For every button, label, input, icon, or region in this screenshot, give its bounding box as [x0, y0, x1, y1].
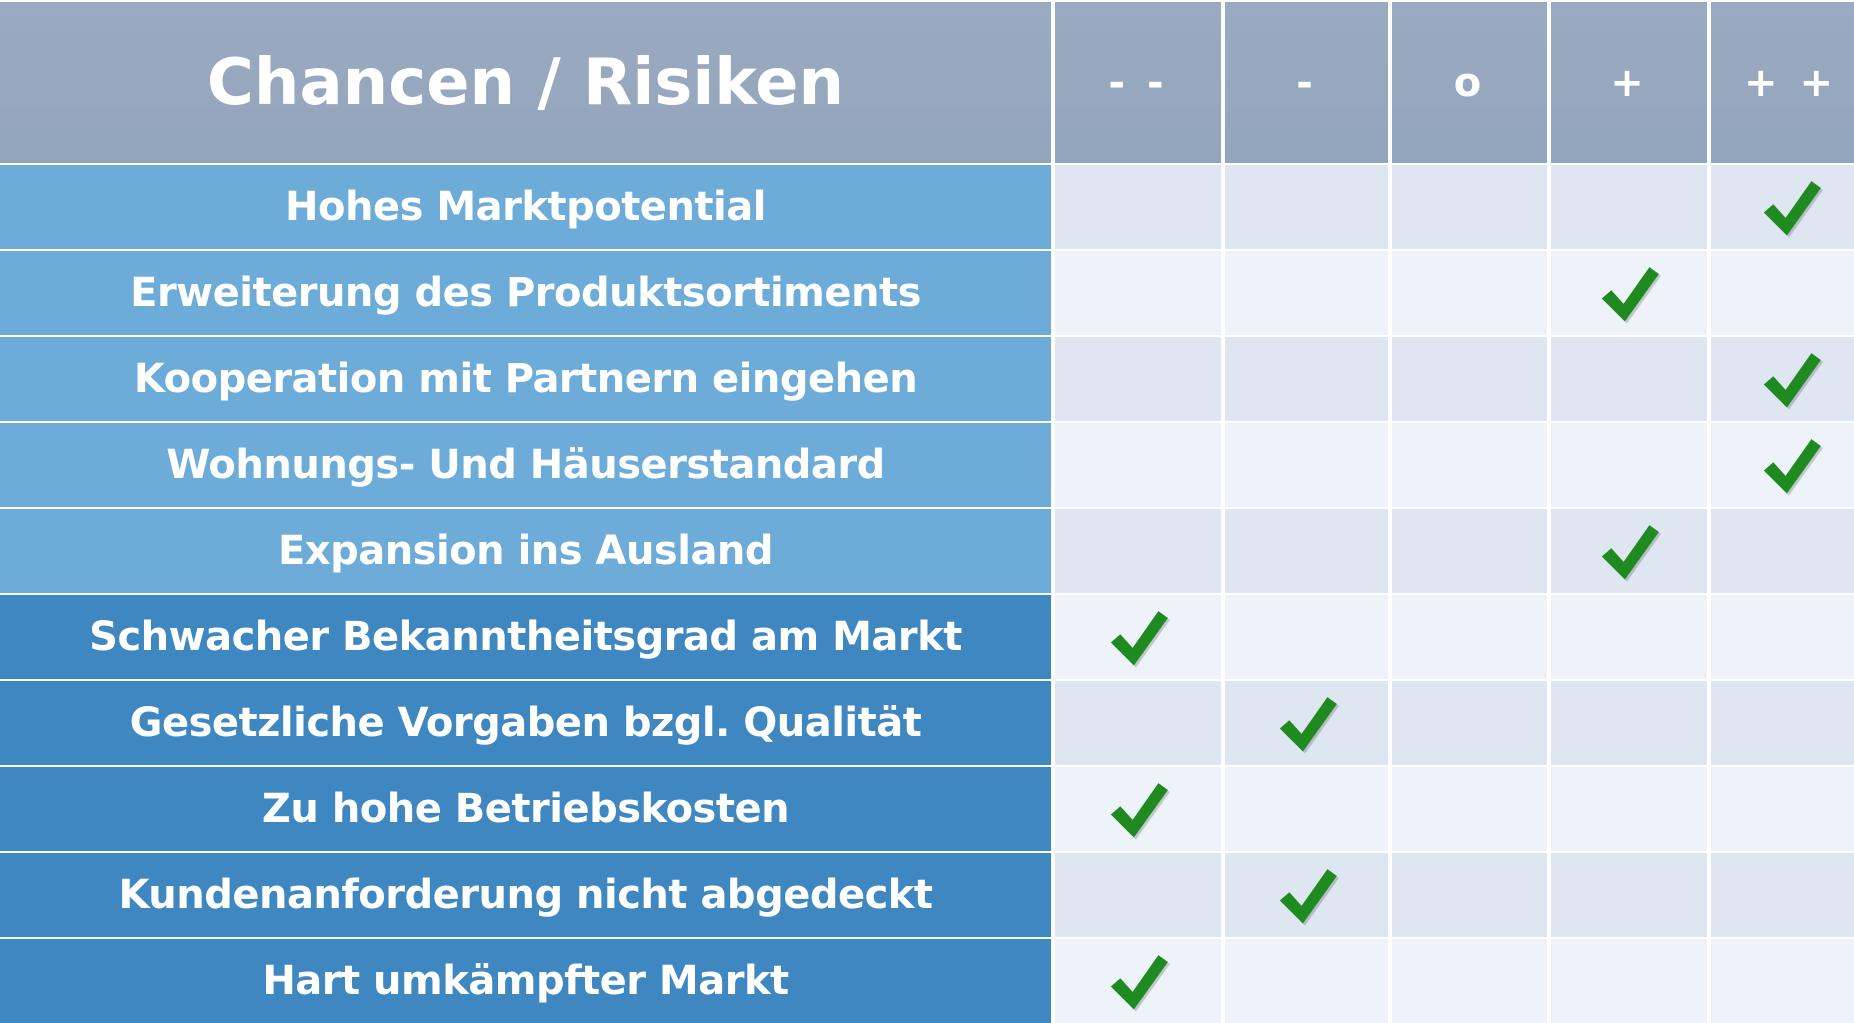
- rating-cell: [1711, 681, 1854, 765]
- row-label: Hart umkämpfter Markt: [0, 939, 1051, 1023]
- row-label: Schwacher Bekanntheitsgrad am Markt: [0, 595, 1051, 679]
- rating-cell: [1711, 165, 1854, 249]
- rating-header-positive: +: [1551, 2, 1707, 163]
- rating-cell: [1551, 165, 1707, 249]
- check-icon: [1110, 955, 1170, 1012]
- row-label: Gesetzliche Vorgaben bzgl. Qualität: [0, 681, 1051, 765]
- check-icon: [1110, 783, 1170, 840]
- rating-cell: [1392, 595, 1547, 679]
- row-label: Expansion ins Ausland: [0, 509, 1051, 593]
- rating-cell: [1551, 853, 1707, 937]
- rating-cell: [1392, 509, 1547, 593]
- rating-header-negative: -: [1225, 2, 1388, 163]
- rating-cell: [1711, 853, 1854, 937]
- rating-header-very-negative: - -: [1055, 2, 1221, 163]
- check-icon: [1279, 869, 1339, 926]
- row-label: Kooperation mit Partnern eingehen: [0, 337, 1051, 421]
- rating-cell: [1711, 767, 1854, 851]
- rating-cell: [1055, 767, 1221, 851]
- rating-cell: [1711, 423, 1854, 507]
- rating-cell: [1055, 337, 1221, 421]
- rating-cell: [1711, 509, 1854, 593]
- check-icon: [1279, 697, 1339, 754]
- rating-cell: [1055, 853, 1221, 937]
- check-icon: [1601, 525, 1661, 582]
- check-icon: [1601, 267, 1661, 324]
- row-label: Wohnungs- Und Häuserstandard: [0, 423, 1051, 507]
- rating-cell: [1225, 853, 1388, 937]
- check-icon: [1763, 181, 1823, 238]
- rating-cell: [1225, 165, 1388, 249]
- rating-cell: [1711, 939, 1854, 1023]
- rating-cell: [1225, 595, 1388, 679]
- rating-cell: [1392, 251, 1547, 335]
- rating-cell: [1225, 251, 1388, 335]
- row-label: Hohes Marktpotential: [0, 165, 1051, 249]
- check-icon: [1763, 439, 1823, 496]
- rating-cell: [1392, 853, 1547, 937]
- rating-cell: [1551, 337, 1707, 421]
- rating-cell: [1055, 595, 1221, 679]
- rating-cell: [1225, 423, 1388, 507]
- rating-cell: [1392, 767, 1547, 851]
- rating-cell: [1711, 337, 1854, 421]
- rating-header-neutral: o: [1392, 2, 1547, 163]
- rating-cell: [1711, 595, 1854, 679]
- rating-cell: [1392, 337, 1547, 421]
- rating-cell: [1225, 939, 1388, 1023]
- row-label: Erweiterung des Produktsortiments: [0, 251, 1051, 335]
- rating-cell: [1055, 423, 1221, 507]
- row-label: Zu hohe Betriebskosten: [0, 767, 1051, 851]
- check-icon: [1763, 353, 1823, 410]
- rating-cell: [1711, 251, 1854, 335]
- row-label: Kundenanforderung nicht abgedeckt: [0, 853, 1051, 937]
- rating-cell: [1055, 509, 1221, 593]
- rating-cell: [1551, 251, 1707, 335]
- rating-cell: [1551, 509, 1707, 593]
- rating-cell: [1392, 939, 1547, 1023]
- rating-cell: [1392, 165, 1547, 249]
- rating-header-very-positive: + +: [1711, 2, 1854, 163]
- rating-cell: [1225, 767, 1388, 851]
- rating-cell: [1551, 939, 1707, 1023]
- rating-cell: [1055, 251, 1221, 335]
- rating-cell: [1551, 767, 1707, 851]
- rating-cell: [1055, 165, 1221, 249]
- rating-cell: [1392, 423, 1547, 507]
- rating-cell: [1055, 939, 1221, 1023]
- rating-cell: [1225, 337, 1388, 421]
- table-title: Chancen / Risiken: [0, 2, 1051, 163]
- rating-cell: [1225, 681, 1388, 765]
- rating-cell: [1055, 681, 1221, 765]
- check-icon: [1110, 611, 1170, 668]
- rating-cell: [1551, 423, 1707, 507]
- rating-cell: [1551, 595, 1707, 679]
- rating-cell: [1225, 509, 1388, 593]
- rating-cell: [1551, 681, 1707, 765]
- rating-cell: [1392, 681, 1547, 765]
